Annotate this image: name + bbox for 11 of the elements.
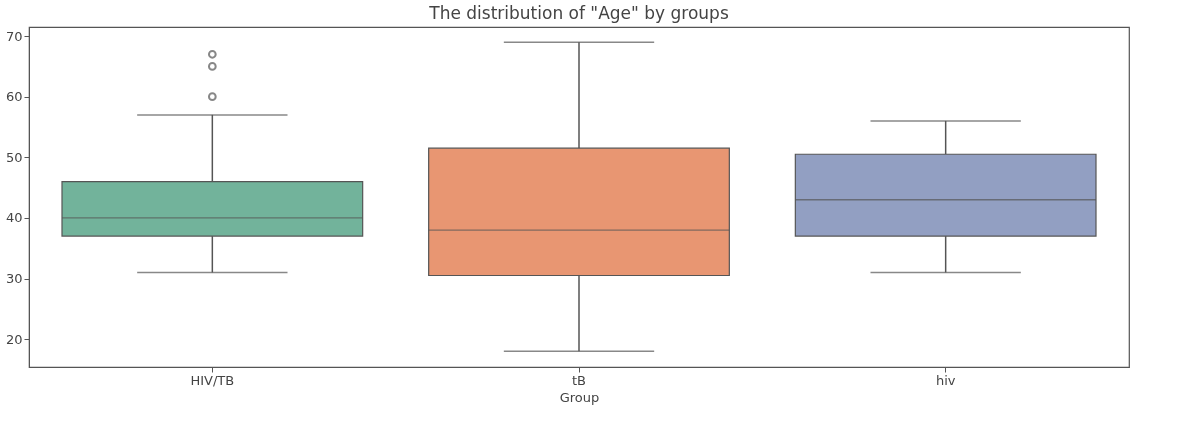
y-tick-label: 60: [5, 89, 23, 105]
chart-title: The distribution of "Age" by groups: [428, 3, 729, 23]
x-tick-label: hiv: [935, 372, 956, 388]
y-tick-label: 40: [5, 210, 23, 226]
y-tick-label: 20: [5, 331, 23, 347]
y-tick-label: 30: [5, 271, 23, 287]
x-axis-title: Group: [559, 389, 600, 405]
x-tick-label: tB: [571, 372, 587, 388]
y-tick-label: 50: [5, 149, 23, 165]
x-tick-label: HIV/TB: [190, 372, 235, 388]
y-tick-label: 70: [5, 28, 23, 44]
